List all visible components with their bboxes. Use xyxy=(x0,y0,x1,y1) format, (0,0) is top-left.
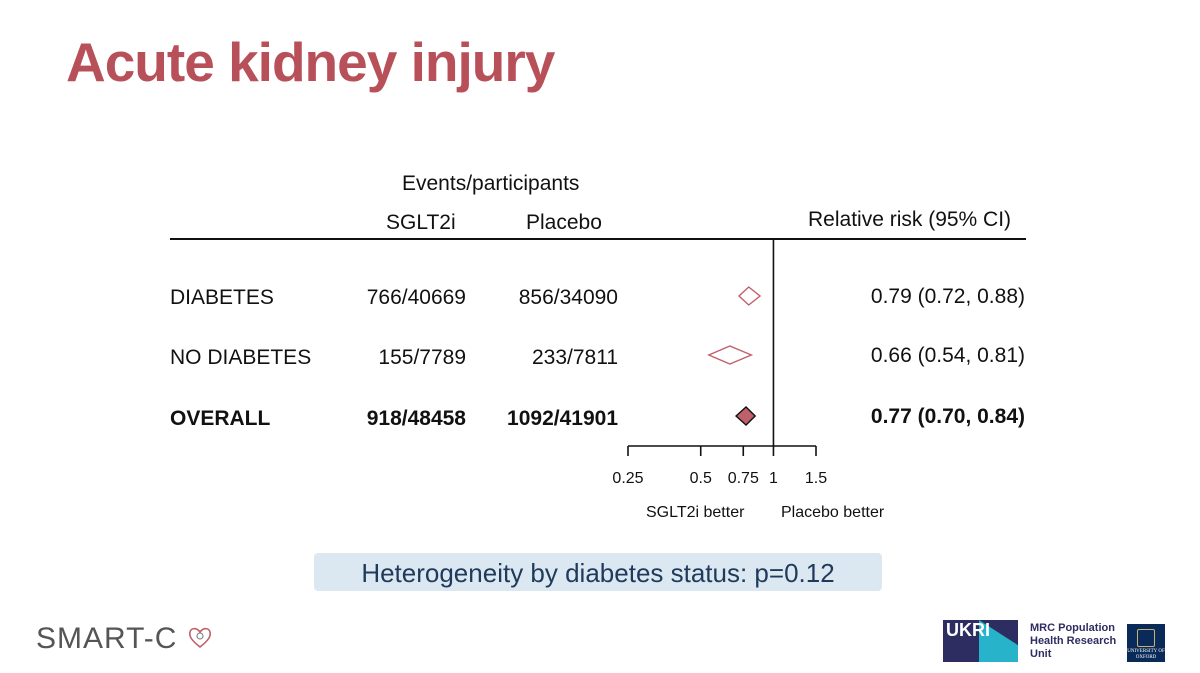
oxford-logo: UNIVERSITY OF OXFORD xyxy=(1127,624,1165,662)
estimate-diamond-no-diabetes xyxy=(707,345,754,365)
x-tick-label: 0.5 xyxy=(689,470,712,487)
smart-c-logo: SMART-C xyxy=(36,622,213,656)
x-tick-label: 1.5 xyxy=(804,470,828,487)
row-sglt2i-no-diabetes: 155/7789 xyxy=(378,346,466,369)
row-placebo-no-diabetes: 233/7811 xyxy=(531,346,618,369)
x-tick-label: 0.25 xyxy=(612,470,644,487)
x-tick-label: 0.75 xyxy=(727,470,759,487)
x-tick-label: 1 xyxy=(769,470,778,487)
row-placebo-overall: 1092/41901 xyxy=(507,407,618,430)
oxford-text: OXFORD xyxy=(1135,655,1157,660)
row-rr-no-diabetes: 0.66 (0.54, 0.81) xyxy=(870,344,1025,367)
row-label-overall: OVERALL xyxy=(170,407,271,430)
row-rr-overall: 0.77 (0.70, 0.84) xyxy=(870,405,1025,428)
oxford-crest-icon xyxy=(1137,629,1155,647)
sglt2i-better-label: SGLT2i better xyxy=(646,504,745,521)
relative-risk-column-header: Relative risk (95% CI) xyxy=(808,208,1012,231)
mrc-line-3: Unit xyxy=(1030,648,1052,660)
mrc-unit-logo-text: MRC Population Health Research Unit xyxy=(1030,622,1120,661)
estimate-diamond-overall xyxy=(734,406,757,426)
mrc-line-2: Health Research xyxy=(1030,635,1117,647)
smart-c-wordmark: SMART-C xyxy=(36,622,178,655)
ukri-logo: UKRI xyxy=(943,620,1018,662)
heterogeneity-banner: Heterogeneity by diabetes status: p=0.12 xyxy=(314,553,882,591)
ukri-letters: UKRI xyxy=(946,620,990,640)
row-label-diabetes: DIABETES xyxy=(170,286,274,309)
row-label-no-diabetes: NO DIABETES xyxy=(170,346,312,369)
row-sglt2i-overall: 918/48458 xyxy=(366,407,466,430)
sglt2i-column-header: SGLT2i xyxy=(386,211,456,234)
row-placebo-diabetes: 856/34090 xyxy=(518,286,618,309)
placebo-column-header: Placebo xyxy=(526,211,602,234)
placebo-better-label: Placebo better xyxy=(781,504,885,521)
slide-title: Acute kidney injury xyxy=(66,31,555,93)
estimate-diamond-diabetes xyxy=(737,286,762,306)
heart-icon xyxy=(188,627,211,649)
events-participants-header: Events/participants xyxy=(402,172,580,195)
oxford-small-text: UNIVERSITY OF xyxy=(1127,649,1165,654)
header-divider xyxy=(170,238,1026,240)
row-rr-diabetes: 0.79 (0.72, 0.88) xyxy=(870,285,1025,308)
mrc-line-1: MRC Population xyxy=(1030,622,1115,634)
row-sglt2i-diabetes: 766/40669 xyxy=(366,286,466,309)
